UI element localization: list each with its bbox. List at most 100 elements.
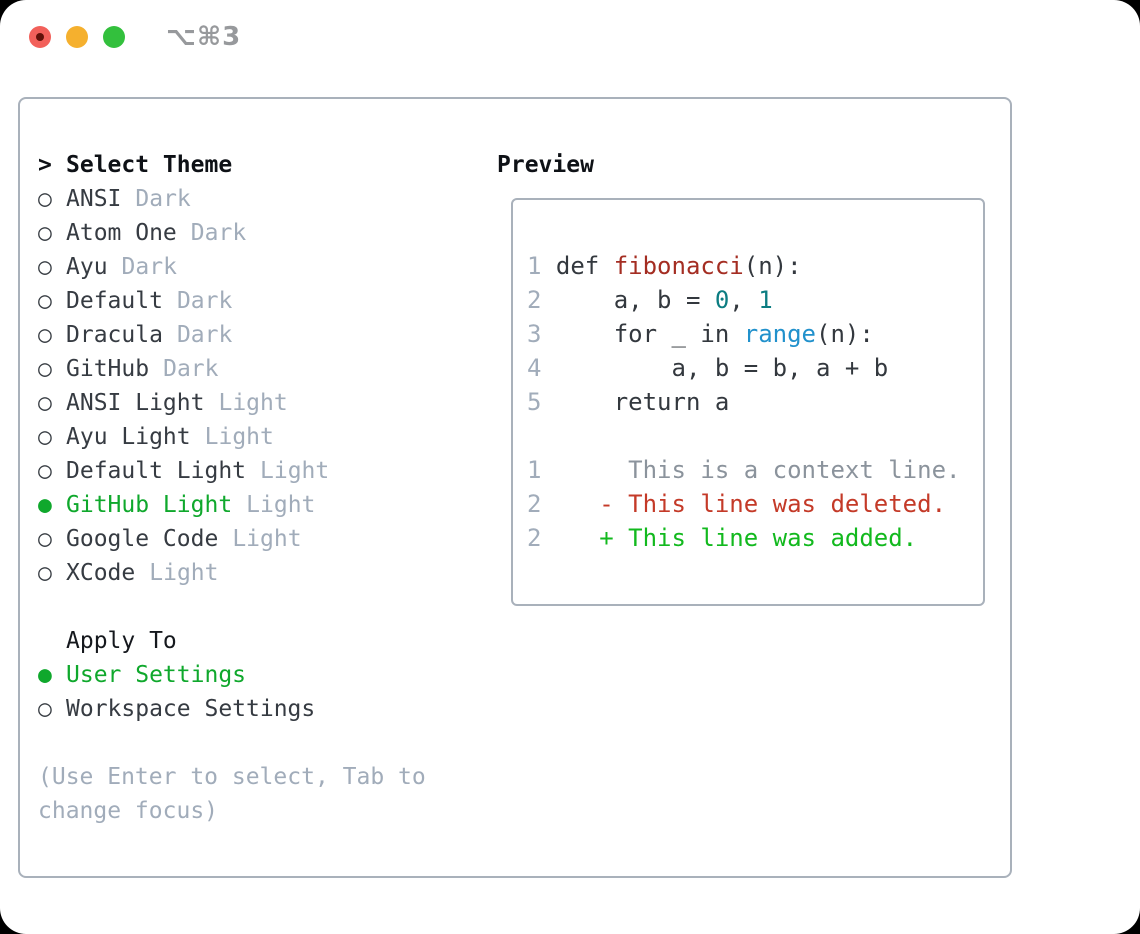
close-button[interactable] bbox=[29, 26, 51, 48]
theme-item-github-dark[interactable]: ○ GitHub Dark bbox=[38, 352, 458, 386]
builtin-call-token: range bbox=[743, 320, 816, 348]
theme-variant: Dark bbox=[121, 254, 177, 280]
select-theme-title: Select Theme bbox=[66, 152, 233, 178]
theme-item-xcode[interactable]: ○ XCode Light bbox=[38, 556, 458, 590]
theme-name: Google Code bbox=[66, 526, 219, 552]
code-token: (n): bbox=[816, 320, 874, 348]
radio-selected-icon: ● bbox=[38, 492, 52, 518]
theme-item-default-light[interactable]: ○ Default Light Light bbox=[38, 454, 458, 488]
line-number: 5 bbox=[527, 388, 542, 416]
theme-list: > Select Theme ○ ANSI Dark ○ Atom One Da… bbox=[38, 148, 458, 828]
line-number: 2 bbox=[527, 286, 542, 314]
theme-name: GitHub Light bbox=[66, 492, 233, 518]
theme-variant: Dark bbox=[176, 322, 233, 348]
code-line-3: 3 for _ in range(n): bbox=[527, 317, 983, 351]
line-number: 1 bbox=[527, 252, 542, 280]
code-line-1: 1 def fibonacci(n): bbox=[527, 249, 983, 283]
spacer bbox=[38, 590, 458, 624]
theme-name: ANSI Light bbox=[66, 390, 205, 416]
theme-variant: Light bbox=[218, 390, 288, 416]
apply-option-workspace-settings[interactable]: ○ Workspace Settings bbox=[38, 692, 458, 726]
radio-icon: ○ bbox=[38, 322, 52, 348]
radio-icon: ○ bbox=[38, 220, 52, 246]
code-token: (n): bbox=[743, 252, 802, 280]
preview-title: Preview bbox=[497, 152, 594, 178]
theme-name: ANSI bbox=[66, 186, 122, 212]
line-number: 3 bbox=[527, 320, 542, 348]
line-number: 4 bbox=[527, 354, 542, 382]
added-text: + This line was added. bbox=[541, 524, 918, 552]
theme-name: Ayu Light bbox=[66, 424, 191, 450]
theme-item-dracula-dark[interactable]: ○ Dracula Dark bbox=[38, 318, 458, 352]
radio-icon: ○ bbox=[38, 390, 52, 416]
theme-name: Atom One bbox=[66, 220, 177, 246]
theme-item-ansi-light[interactable]: ○ ANSI Light Light bbox=[38, 386, 458, 420]
keyboard-shortcut-label: ⌥⌘3 bbox=[166, 22, 242, 52]
theme-item-google-code[interactable]: ○ Google Code Light bbox=[38, 522, 458, 556]
line-number: 2 bbox=[527, 490, 542, 518]
theme-variant: Dark bbox=[135, 186, 191, 212]
theme-item-ayu-light[interactable]: ○ Ayu Light Light bbox=[38, 420, 458, 454]
theme-variant: Light bbox=[149, 560, 219, 586]
theme-variant: Light bbox=[232, 526, 302, 552]
diff-context-line: 1 This is a context line. bbox=[527, 453, 983, 487]
theme-name: Default Light bbox=[66, 458, 247, 484]
blank-line bbox=[527, 419, 983, 453]
radio-icon: ○ bbox=[38, 526, 52, 552]
theme-variant: Dark bbox=[190, 220, 247, 246]
theme-variant: Light bbox=[246, 492, 316, 518]
keyboard-hint: (Use Enter to select, Tab to change focu… bbox=[38, 764, 426, 824]
code-token: a, b = b, a + b bbox=[541, 354, 889, 382]
traffic-lights bbox=[29, 26, 125, 48]
function-name-token: fibonacci bbox=[613, 252, 744, 280]
radio-icon: ○ bbox=[38, 424, 52, 450]
spacer bbox=[38, 726, 458, 760]
deleted-text: - This line was deleted. bbox=[541, 490, 947, 518]
line-number: 2 bbox=[527, 524, 542, 552]
theme-item-default-dark[interactable]: ○ Default Dark bbox=[38, 284, 458, 318]
radio-icon: ○ bbox=[38, 356, 52, 382]
diff-deleted-line: 2 - This line was deleted. bbox=[527, 487, 983, 521]
diff-added-line: 2 + This line was added. bbox=[527, 521, 983, 555]
zoom-button[interactable] bbox=[103, 26, 125, 48]
code-line-5: 5 return a bbox=[527, 385, 983, 419]
theme-item-ansi-dark[interactable]: ○ ANSI Dark bbox=[38, 182, 458, 216]
radio-icon: ○ bbox=[38, 288, 52, 314]
apply-to-header: Apply To bbox=[38, 624, 458, 658]
marker-empty bbox=[38, 624, 66, 658]
radio-icon: ○ bbox=[38, 254, 52, 280]
theme-item-atom-one-dark[interactable]: ○ Atom One Dark bbox=[38, 216, 458, 250]
theme-variant: Light bbox=[204, 424, 274, 450]
code-token: for _ in bbox=[541, 320, 744, 348]
theme-picker-panel: > Select Theme ○ ANSI Dark ○ Atom One Da… bbox=[18, 97, 1012, 878]
code-preview: 1 def fibonacci(n): 2 a, b = 0, 1 3 for … bbox=[513, 200, 983, 555]
theme-variant: Dark bbox=[163, 356, 219, 382]
number-token: 1 bbox=[758, 286, 773, 314]
theme-variant: Light bbox=[260, 458, 330, 484]
context-text: This is a context line. bbox=[541, 456, 961, 484]
theme-item-ayu-dark[interactable]: ○ Ayu Dark bbox=[38, 250, 458, 284]
theme-name: Dracula bbox=[66, 322, 163, 348]
theme-name: XCode bbox=[66, 560, 136, 586]
line-number: 1 bbox=[527, 456, 542, 484]
number-token: 0 bbox=[714, 286, 730, 314]
radio-selected-icon: ● bbox=[38, 662, 52, 688]
apply-option-user-settings[interactable]: ● User Settings bbox=[38, 658, 458, 692]
theme-name: GitHub bbox=[66, 356, 150, 382]
radio-icon: ○ bbox=[38, 458, 52, 484]
code-line-4: 4 a, b = b, a + b bbox=[527, 351, 983, 385]
theme-item-github-light[interactable]: ● GitHub Light Light bbox=[38, 488, 458, 522]
prompt-icon: > bbox=[38, 152, 52, 178]
option-name: Workspace Settings bbox=[66, 696, 316, 722]
code-token: def bbox=[541, 252, 614, 280]
code-token: return a bbox=[541, 388, 730, 416]
apply-to-title: Apply To bbox=[66, 628, 177, 654]
minimize-button[interactable] bbox=[66, 26, 88, 48]
radio-icon: ○ bbox=[38, 696, 52, 722]
theme-name: Default bbox=[66, 288, 163, 314]
code-line-2: 2 a, b = 0, 1 bbox=[527, 283, 983, 317]
select-theme-header: > Select Theme bbox=[38, 148, 458, 182]
theme-variant: Dark bbox=[176, 288, 233, 314]
code-token: a, b = bbox=[541, 286, 715, 314]
